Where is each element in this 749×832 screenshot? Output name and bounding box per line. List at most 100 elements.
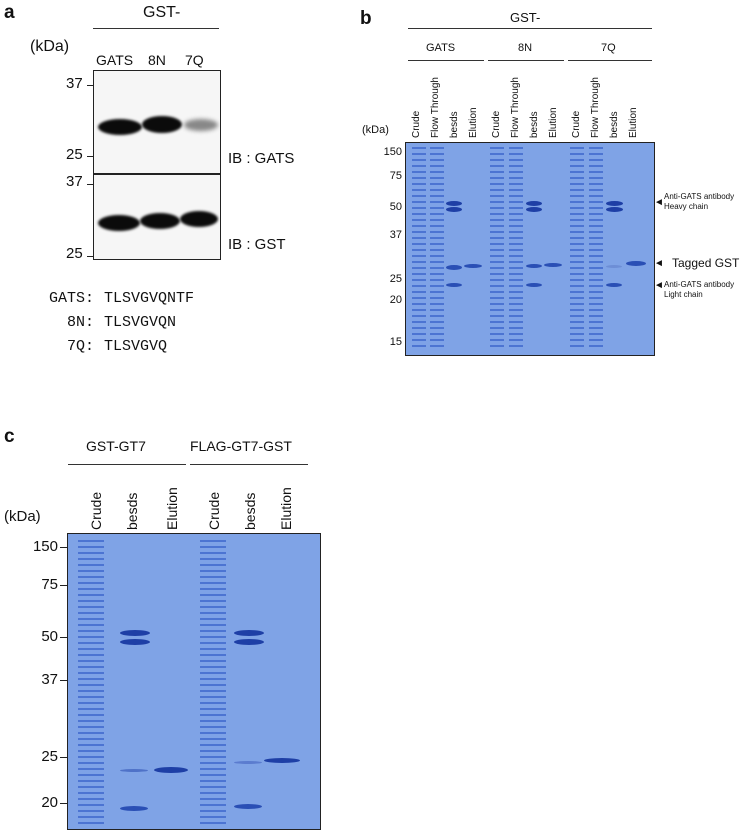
b-lane-crude-2: Crude: [491, 110, 502, 138]
c-marker-50: 50: [41, 628, 58, 645]
b-lane-beads-3: besds: [609, 111, 620, 138]
panel-b-group-7q: 7Q: [601, 42, 616, 54]
b-marker-75: 75: [389, 170, 402, 182]
b-arrow-tagged: ◄: [654, 258, 664, 269]
panel-b-group-8n: 8N: [518, 42, 533, 54]
b-marker-15: 15: [389, 336, 402, 348]
b-marker-25: 25: [389, 273, 402, 285]
b-marker-37: 37: [389, 229, 402, 241]
blot2-label: IB : GST: [228, 236, 286, 253]
blot2-tick-25: [87, 256, 94, 257]
b-annot-tagged: Tagged GST: [672, 256, 740, 270]
panel-b-group-line-7q: [568, 60, 652, 61]
b-arrow-heavy: ◄: [654, 197, 664, 208]
gst-band-8n: [140, 213, 180, 229]
c-heavy-2: [234, 630, 264, 636]
b-arrow-light: ◄: [654, 280, 664, 291]
b-lane-elution-1: Elution: [468, 107, 479, 138]
b-lane-crude-1: Crude: [411, 110, 422, 138]
blot1-tick-25: [87, 156, 94, 157]
c-lane-elution-1: Elution: [164, 487, 180, 530]
c-crude-lane-1: [78, 540, 104, 825]
panel-a-letter: a: [4, 2, 15, 23]
c-heavy-1b: [120, 639, 150, 645]
b-lane-flow-3: Flow Through: [590, 77, 601, 138]
b-heavy-1: [446, 201, 462, 206]
lane-label-gats: GATS: [96, 52, 134, 68]
b-tagged-2: [526, 264, 542, 268]
c-marker-37: 37: [41, 671, 58, 688]
b-crude-lane-3: [570, 147, 584, 351]
panel-c-group-flag-gt7-gst: FLAG-GT7-GST: [190, 438, 292, 454]
panel-b-group-gats: GATS: [426, 42, 456, 54]
b-flow-lane-2: [509, 147, 523, 351]
c-lane-beads-1: besds: [124, 492, 140, 530]
b-lane-beads-1: besds: [449, 111, 460, 138]
c-crude-lane-2: [200, 540, 226, 825]
lane-label-8n: 8N: [148, 52, 166, 68]
b-lane-crude-3: Crude: [571, 110, 582, 138]
c-heavy-2b: [234, 639, 264, 645]
c-marker-150: 150: [32, 538, 58, 555]
gel-c: [67, 533, 321, 830]
b-lane-flow-1: Flow Through: [430, 77, 441, 138]
panel-b-letter: b: [360, 8, 372, 29]
c-tick-75: [60, 585, 68, 586]
lane-label-7q: 7Q: [185, 52, 204, 68]
c-tick-150: [60, 547, 68, 548]
b-annot-light: Anti-GATS antibody Light chain: [664, 280, 734, 300]
gst-band-gats: [98, 215, 140, 231]
c-elution-1: [154, 767, 188, 773]
b-annot-light-line1: Anti-GATS antibody: [664, 280, 735, 289]
c-light-1: [120, 806, 148, 811]
blot1-marker-37: 37: [66, 75, 83, 92]
c-lane-crude-1: Crude: [88, 491, 104, 530]
panel-b-group-line-8n: [488, 60, 564, 61]
c-lane-elution-2: Elution: [278, 487, 294, 530]
panel-b-header-line: [408, 28, 652, 29]
b-tagged-3: [606, 265, 622, 268]
seq-name-7q: 7Q:: [66, 338, 94, 355]
c-light-2: [234, 804, 262, 809]
b-light-2: [526, 283, 542, 287]
c-tagged-1: [120, 769, 148, 772]
gst-band-7q: [180, 211, 218, 227]
b-heavy-2b: [526, 207, 542, 212]
panel-a-header: GST-: [143, 4, 181, 21]
b-heavy-2: [526, 201, 542, 206]
b-elution-1: [464, 264, 482, 268]
seq-8n: TLSVGVQN: [104, 314, 177, 331]
blot2-marker-37: 37: [66, 173, 83, 190]
c-marker-20: 20: [41, 794, 58, 811]
panel-c-group-line-2: [190, 464, 308, 465]
b-annot-heavy-line2: Heavy chain: [664, 202, 709, 211]
b-annot-light-line2: Light chain: [664, 290, 703, 299]
c-tick-50: [60, 637, 68, 638]
blot1-marker-25: 25: [66, 146, 83, 163]
panel-c-letter: c: [4, 426, 15, 447]
c-marker-75: 75: [41, 576, 58, 593]
b-light-3: [606, 283, 622, 287]
blot-ib-gst: [93, 174, 221, 260]
b-heavy-1b: [446, 207, 462, 212]
panel-c-kda-label: (kDa): [4, 508, 41, 525]
seq-name-8n: 8N:: [66, 314, 94, 331]
c-tick-20: [60, 803, 68, 804]
panel-b-kda-label: (kDa): [362, 124, 389, 136]
blot2-marker-25: 25: [66, 245, 83, 262]
blot1-label: IB : GATS: [228, 150, 295, 167]
band-7q: [184, 119, 218, 131]
b-elution-2: [544, 263, 562, 267]
b-lane-elution-3: Elution: [628, 107, 639, 138]
b-marker-50: 50: [389, 201, 402, 213]
b-heavy-3b: [606, 207, 623, 212]
b-flow-lane-1: [430, 147, 444, 351]
seq-name-gats: GATS:: [48, 290, 94, 307]
b-crude-lane-1: [412, 147, 426, 351]
panel-c-group-line-1: [68, 464, 186, 465]
blot-ib-gats: [93, 70, 221, 174]
panel-b-header: GST-: [510, 10, 541, 25]
blot1-tick-37: [87, 85, 94, 86]
b-tagged-1: [446, 265, 462, 270]
c-lane-beads-2: besds: [242, 492, 258, 530]
